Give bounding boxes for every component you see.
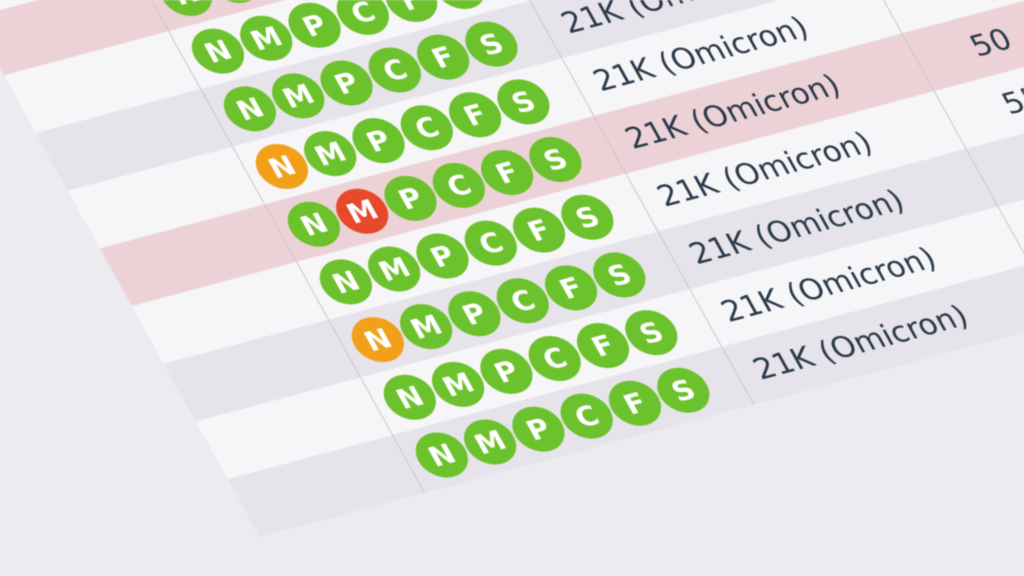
qc-badge-n[interactable]: N	[150, 0, 222, 22]
